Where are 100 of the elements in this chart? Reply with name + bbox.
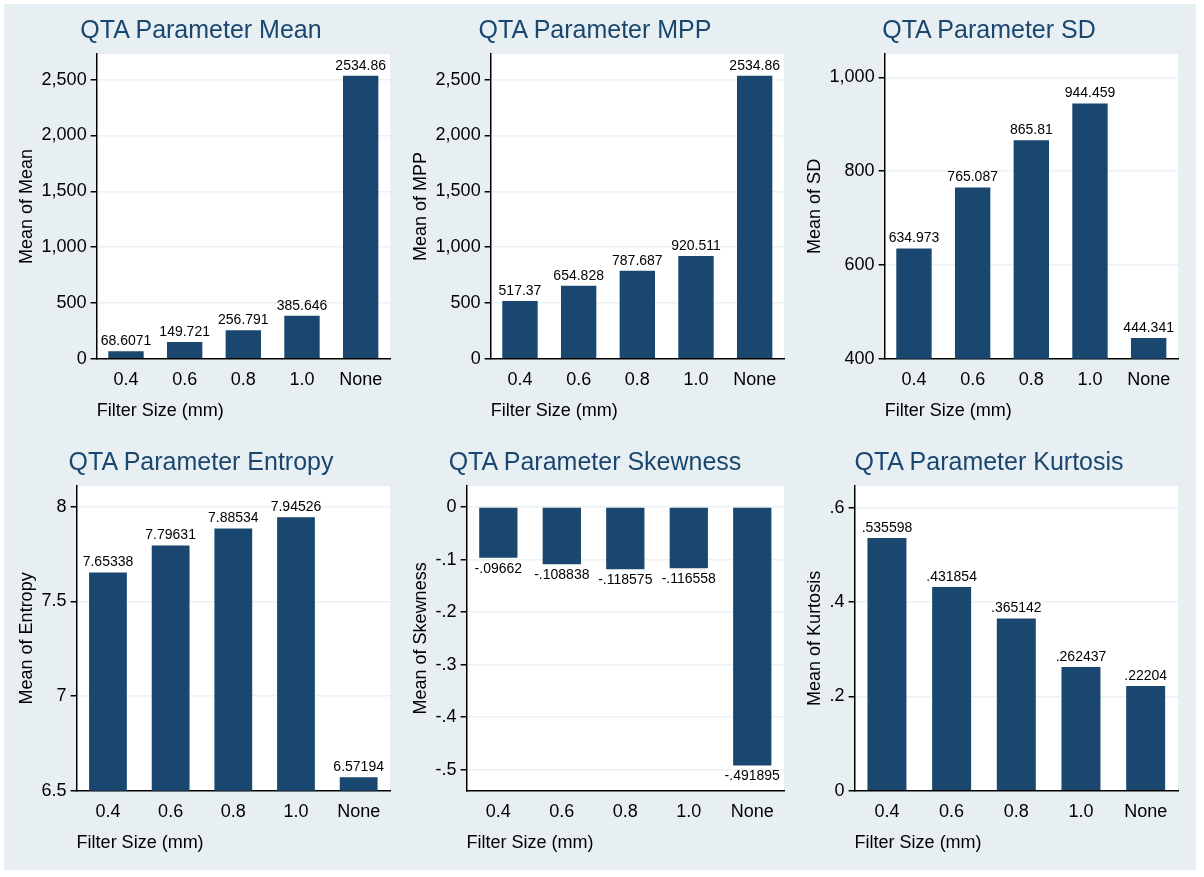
x-axis-title: Filter Size (mm)	[76, 832, 204, 853]
data-label: .431854	[926, 567, 978, 584]
y-tick-label: 6.5	[41, 779, 67, 800]
x-tick-label: None	[337, 800, 381, 821]
y-tick-label: 0	[834, 779, 845, 800]
data-label: .262437	[1055, 647, 1107, 664]
data-label: 6.57194	[333, 758, 385, 775]
y-axis-title: Mean of Skewness	[409, 562, 430, 715]
x-tick-label: 0.6	[939, 800, 965, 821]
y-tick-label: .6	[829, 496, 845, 517]
x-tick-label: None	[1124, 800, 1168, 821]
data-label: 634.973	[888, 229, 940, 246]
x-tick-label: 0.4	[113, 368, 139, 389]
data-label: 765.087	[947, 168, 999, 185]
bar	[1061, 666, 1101, 791]
y-tick-label: -.1	[435, 548, 457, 569]
x-tick-label: 0.4	[485, 800, 511, 821]
x-tick-label: 0.8	[230, 368, 256, 389]
y-tick-label: 0	[470, 347, 481, 368]
chart-title: QTA Parameter Kurtosis	[854, 446, 1124, 475]
x-tick-label: 0.4	[507, 368, 533, 389]
x-tick-label: 0.6	[172, 368, 198, 389]
x-axis-title: Filter Size (mm)	[854, 832, 982, 853]
x-tick-label: 0.6	[549, 800, 575, 821]
x-tick-label: 0.8	[220, 800, 246, 821]
y-tick-label: 1,000	[829, 66, 875, 87]
x-tick-label: None	[1127, 368, 1171, 389]
y-tick-label: 0	[446, 495, 457, 516]
x-tick-label: 0.6	[158, 800, 184, 821]
data-label: 385.646	[276, 296, 328, 313]
x-axis-title: Filter Size (mm)	[466, 832, 594, 853]
y-tick-label: 1,000	[41, 236, 87, 257]
bar	[1126, 686, 1166, 791]
y-tick-label: 1,000	[435, 236, 481, 257]
y-tick-label: 8	[56, 495, 67, 516]
bar	[560, 285, 597, 359]
data-label: -.491895	[724, 767, 781, 784]
chart-title: QTA Parameter Skewness	[448, 446, 742, 475]
data-label: .365142	[991, 599, 1042, 616]
y-tick-label: 2,500	[41, 68, 87, 89]
y-tick-label: 2,500	[435, 68, 481, 89]
data-label: 7.94526	[270, 498, 322, 515]
y-tick-label: 1,500	[435, 180, 481, 201]
x-tick-label: None	[730, 800, 774, 821]
y-tick-label: 7	[56, 685, 67, 706]
bar	[867, 538, 907, 791]
bar	[678, 256, 714, 359]
y-tick-label: 2,000	[41, 124, 87, 145]
x-tick-label: 0.8	[1003, 800, 1029, 821]
y-tick-label: .4	[829, 591, 845, 612]
y-axis-title: Mean of SD	[803, 158, 824, 254]
bar	[342, 75, 379, 359]
data-label: 2534.86	[729, 56, 781, 73]
data-label: 865.81	[1009, 121, 1053, 138]
bar	[619, 270, 656, 359]
data-label: -.118575	[598, 571, 653, 588]
data-label: 149.721	[159, 322, 211, 339]
x-tick-label: 0.8	[1018, 368, 1044, 389]
y-axis-title: Mean of Kurtosis	[803, 570, 824, 706]
y-tick-label: 0	[76, 347, 87, 368]
y-tick-label: 600	[844, 253, 875, 274]
x-axis-title: Filter Size (mm)	[884, 400, 1012, 421]
y-tick-label: 1,500	[41, 180, 87, 201]
y-tick-label: 400	[844, 347, 875, 368]
chart-title: QTA Parameter Mean	[80, 14, 322, 43]
y-tick-label: 2,000	[435, 124, 481, 145]
y-tick-label: -.4	[435, 706, 457, 727]
bar	[736, 75, 773, 359]
x-tick-label: 0.4	[874, 800, 900, 821]
data-label: 654.828	[553, 266, 605, 283]
x-tick-label: 0.6	[566, 368, 592, 389]
data-label: 2534.86	[335, 56, 387, 73]
bar	[996, 618, 1036, 791]
x-tick-label: 1.0	[1068, 800, 1094, 821]
data-label: 7.88534	[208, 509, 259, 526]
data-label: 7.65338	[82, 553, 134, 570]
x-tick-label: 0.6	[960, 368, 986, 389]
y-tick-label: 500	[450, 291, 481, 312]
data-label: -.116558	[661, 570, 717, 587]
data-label: 7.79631	[145, 526, 197, 543]
data-label: 68.6071	[100, 332, 152, 348]
x-tick-label: 1.0	[289, 368, 315, 389]
y-axis-title: Mean of Mean	[15, 148, 36, 264]
data-label: 256.791	[218, 310, 269, 327]
y-tick-label: 500	[56, 291, 87, 312]
bar	[284, 315, 320, 359]
x-tick-label: 1.0	[283, 800, 309, 821]
y-axis-title: Mean of Entropy	[15, 572, 36, 705]
bar	[166, 342, 203, 359]
x-tick-label: None	[733, 368, 777, 389]
x-tick-label: 0.4	[95, 800, 121, 821]
y-tick-label: .2	[829, 685, 845, 706]
chart-title: QTA Parameter Entropy	[68, 446, 334, 475]
data-label: -.108838	[534, 566, 590, 583]
x-tick-label: 0.8	[624, 368, 650, 389]
chart-title: QTA Parameter SD	[882, 14, 1096, 43]
data-label: .22204	[1124, 666, 1168, 683]
y-tick-label: 800	[844, 160, 875, 181]
x-tick-label: 1.0	[676, 800, 702, 821]
x-axis-title: Filter Size (mm)	[490, 400, 618, 421]
